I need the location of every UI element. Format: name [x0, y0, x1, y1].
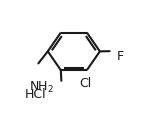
Text: F: F [117, 50, 124, 63]
Text: HCl: HCl [25, 88, 47, 101]
Text: NH$_2$: NH$_2$ [29, 80, 54, 95]
Text: Cl: Cl [79, 77, 91, 90]
